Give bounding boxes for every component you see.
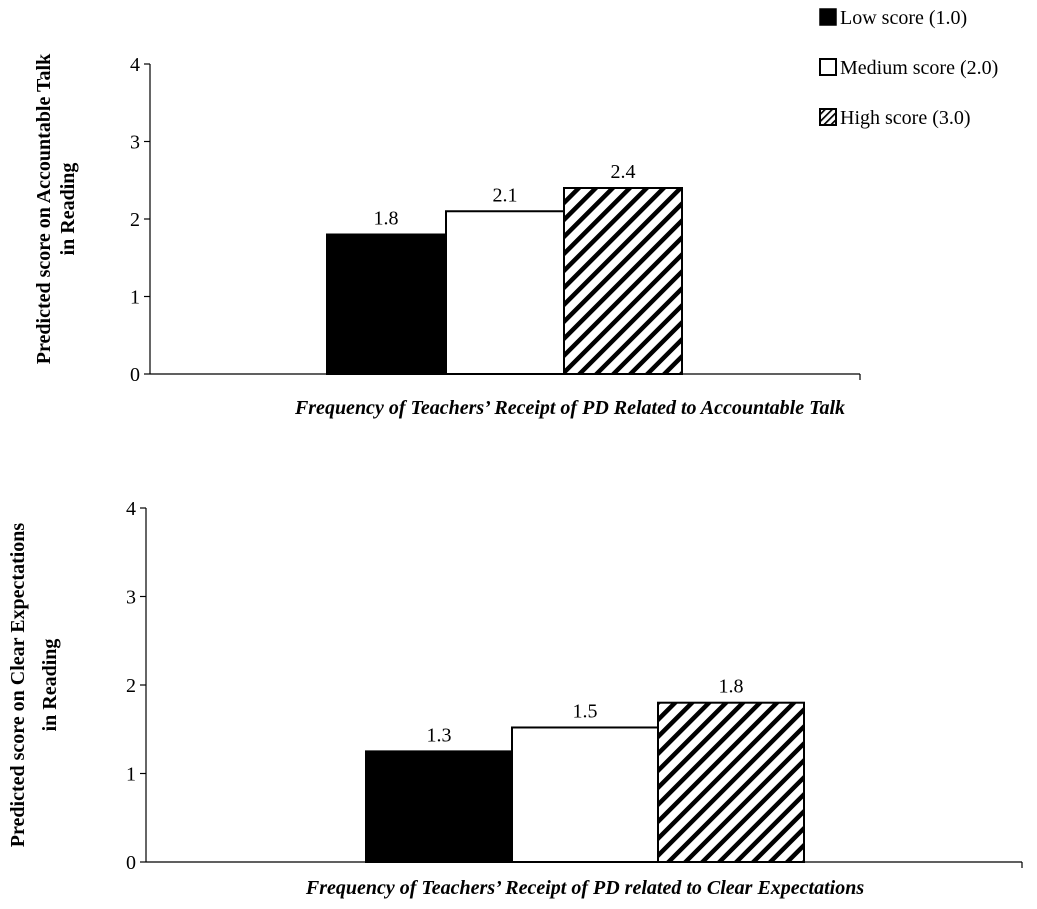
bar-low [365,750,513,863]
legend-label-low: Low score (1.0) [840,7,967,29]
y-tick-label: 3 [130,132,140,154]
y-tick-label: 4 [130,54,140,76]
chart-2-bars: 1.3 1.5 1.8 [365,676,805,864]
y-tick-label: 1 [126,764,136,786]
y-tick-label: 1 [130,287,140,309]
bar-low [326,233,446,375]
chart-2-ylabel-line1: Predicted score on Clear Expectations [7,523,29,848]
y-tick-label: 0 [126,852,136,874]
bar-high [563,187,683,375]
legend-item-high: High score (3.0) [819,107,971,129]
chart-2-ylabel-line2: in Reading [39,639,61,732]
chart-1-ylabel-line2: in Reading [57,163,79,256]
legend-label-medium: Medium score (2.0) [840,57,998,79]
bar-value-label-high: 2.4 [611,161,636,183]
y-tick-label: 3 [126,587,136,609]
chart-1-ylabel-line1: Predicted score on Accountable Talk [33,53,55,364]
legend-item-medium: Medium score (2.0) [819,57,998,79]
bar-value-label-low: 1.8 [374,208,399,230]
legend: Low score (1.0) Medium score (2.0) High … [819,7,998,129]
chart-1-axes: 0 1 2 3 4 [130,54,861,386]
legend-label-high: High score (3.0) [840,107,971,129]
chart-1-bars: 1.8 2.1 2.4 [326,161,683,375]
bar-value-label-medium: 2.1 [493,184,518,206]
legend-item-low: Low score (1.0) [819,7,967,29]
bar-value-label-medium: 1.5 [573,700,598,722]
y-tick-label: 4 [126,498,136,520]
bar-value-label-low: 1.3 [427,724,452,746]
chart-accountable-talk: Predicted score on Accountable Talk in R… [33,53,861,419]
chart-clear-expectations: Predicted score on Clear Expectations in… [7,498,1023,899]
bar-value-label-high: 1.8 [719,676,744,698]
bar-high [657,701,805,864]
y-tick-label: 2 [126,675,136,697]
chart-2-xlabel: Frequency of Teachers’ Receipt of PD rel… [305,877,864,899]
legend-swatch-low [819,8,837,26]
chart-1-xlabel: Frequency of Teachers’ Receipt of PD Rel… [294,397,845,419]
y-tick-label: 0 [130,364,140,386]
legend-swatch-medium [819,58,837,76]
bar-medium [445,210,565,375]
y-tick-label: 2 [130,209,140,231]
legend-swatch-high [819,108,837,126]
bar-medium [511,726,659,863]
